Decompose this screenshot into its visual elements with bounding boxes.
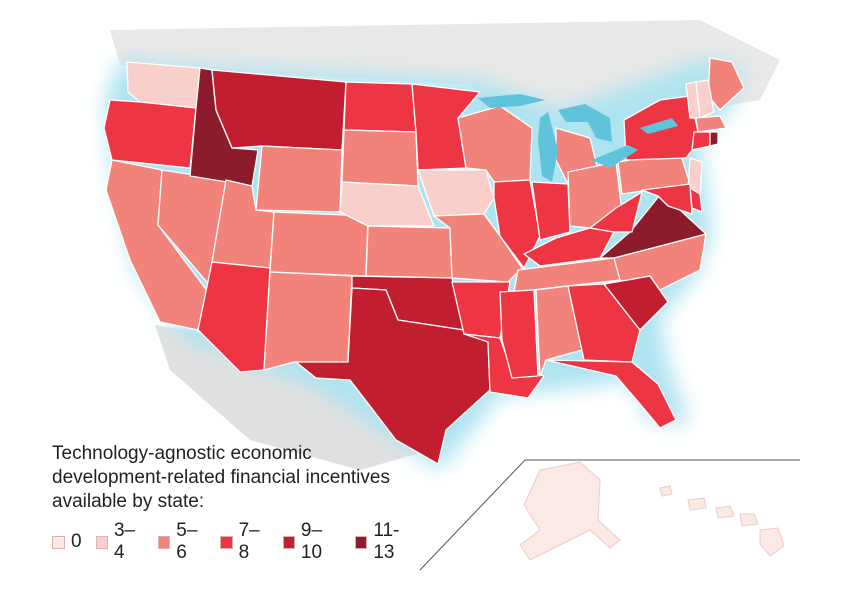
state-ri — [709, 131, 719, 147]
legend-title: Technology-agnostic economic development… — [52, 442, 432, 514]
state-mt — [211, 69, 347, 151]
legend-label-2: 5–6 — [176, 520, 198, 563]
legend-label-1: 3–4 — [113, 520, 136, 563]
state-hawaii — [659, 485, 785, 557]
legend-title-line-1: Technology-agnostic economic — [52, 443, 312, 464]
legend-swatch-0 — [52, 535, 65, 549]
state-il — [493, 179, 541, 269]
legend-swatch-1 — [95, 535, 108, 549]
inset-separator — [419, 459, 800, 571]
state-md — [641, 183, 693, 215]
state-nc — [603, 233, 707, 291]
state-ne — [339, 181, 435, 227]
legend-item-2: 5–6 — [157, 520, 206, 564]
state-tx — [295, 287, 491, 465]
state-ma — [695, 115, 727, 133]
legend-swatch-4 — [282, 535, 295, 549]
state-ms — [499, 289, 539, 379]
legend-label-3: 7–8 — [238, 520, 260, 563]
legend-item-1: 3–4 — [95, 520, 144, 564]
great-lakes — [478, 94, 678, 182]
legend-label-5: 11-13 — [373, 520, 400, 563]
state-ct — [691, 131, 711, 151]
legend-items: 0 3–4 5–6 7–8 9–10 11-13 — [52, 520, 432, 564]
legend-label-4: 9–10 — [300, 520, 323, 563]
state-or — [103, 99, 197, 169]
legend-item-4: 9–10 — [282, 520, 341, 564]
legend-item-0: 0 — [52, 531, 82, 553]
state-co — [269, 211, 369, 277]
legend-item-3: 7–8 — [220, 520, 268, 564]
legend-swatch-3 — [220, 535, 233, 549]
state-la — [463, 333, 545, 399]
legend-item-5: 11-13 — [354, 520, 418, 564]
state-fl — [545, 359, 677, 429]
state-nh — [695, 79, 715, 119]
mexico-land — [155, 325, 430, 470]
state-wv — [589, 191, 643, 233]
state-nm — [263, 271, 353, 371]
state-nd — [343, 81, 417, 133]
state-ia — [417, 169, 495, 217]
state-mo — [433, 213, 523, 283]
legend: Technology-agnostic economic development… — [52, 442, 432, 564]
state-ga — [567, 283, 641, 363]
state-al — [535, 285, 583, 377]
state-sd — [341, 129, 419, 187]
state-az — [197, 261, 271, 373]
legend-title-line-2: development-related financial incentives — [52, 467, 390, 488]
state-wy — [255, 145, 343, 213]
legend-swatch-2 — [157, 535, 171, 549]
legend-title-line-3: available by state: — [52, 491, 205, 512]
legend-label-0: 0 — [71, 531, 82, 552]
state-in — [531, 181, 571, 241]
state-wa — [126, 61, 201, 109]
state-ks — [365, 225, 453, 279]
state-alaska — [519, 461, 621, 561]
legend-swatch-5 — [354, 535, 368, 549]
